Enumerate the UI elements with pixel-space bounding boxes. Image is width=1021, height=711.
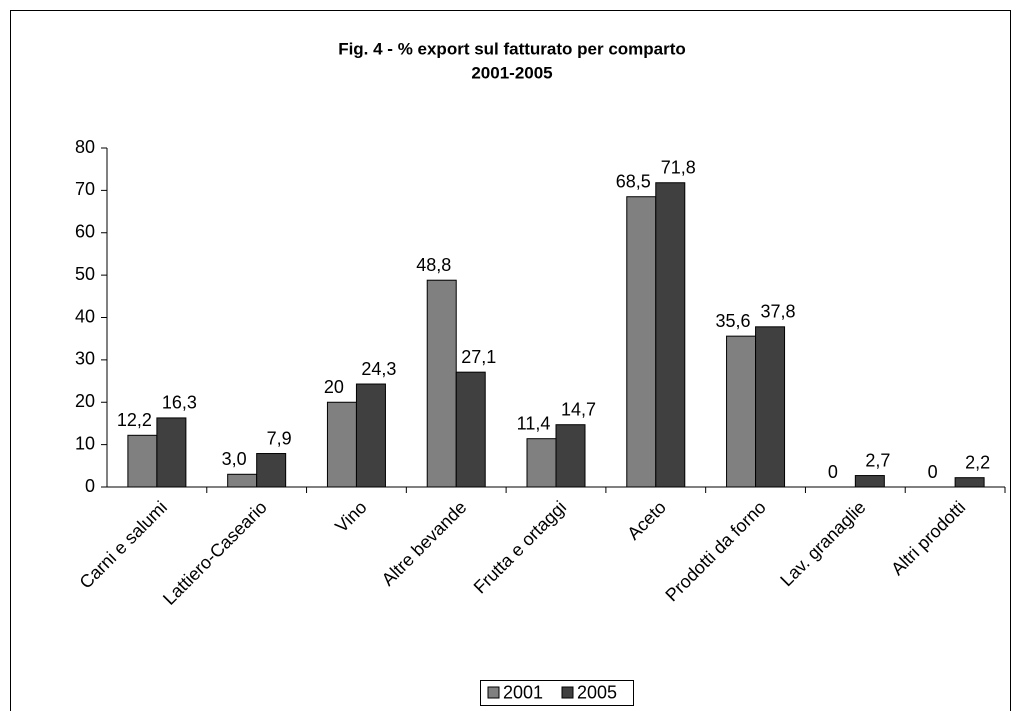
value-label: 37,8 [761,302,796,322]
value-label: 11,4 [517,413,551,433]
value-label: 3,0 [222,449,247,469]
value-label: 71,8 [661,157,696,177]
legend-label: 2001 [503,682,543,702]
value-label: 14,7 [561,399,596,419]
value-label: 24,3 [361,359,396,379]
value-label: 68,5 [616,171,651,191]
bar [426,279,457,488]
x-tick-label: Frutta e ortaggi [470,497,570,597]
y-tick-label: 50 [75,264,95,284]
bar [726,335,757,488]
bar [355,383,386,488]
bar [954,477,985,488]
value-label: 0 [928,462,938,482]
value-label: 48,8 [416,255,451,275]
bar [455,371,486,488]
y-tick-label: 10 [75,433,95,453]
x-tick-label: Lav. granaglie [776,497,869,590]
value-label: 35,6 [716,311,751,331]
value-label: 27,1 [461,347,496,367]
x-tick-label: Aceto [623,497,670,544]
x-tick-label: Altri prodotti [887,497,969,579]
value-label: 16,3 [162,393,197,413]
bar [227,473,258,488]
value-label: 7,9 [267,428,292,448]
chart-frame [10,10,1011,711]
chart-title: Fig. 4 - % export sul fatturato per comp… [338,39,686,58]
y-tick-label: 70 [75,179,95,199]
bar [655,182,686,488]
chart-subtitle: 2001-2005 [471,63,552,82]
bar [526,438,557,488]
y-tick-label: 20 [75,391,95,411]
x-tick-label: Vino [331,497,370,536]
bar [326,401,357,488]
y-tick-label: 30 [75,349,95,369]
bar [626,196,657,488]
bar [755,326,786,488]
value-label: 2,7 [865,450,890,470]
bar [555,424,586,488]
legend-swatch [487,686,500,699]
x-tick-label: Altre bevande [378,497,471,590]
legend-swatch [561,686,574,699]
bar [256,453,287,488]
legend-box [480,680,634,706]
legend-label: 2005 [577,682,617,702]
value-label: 12,2 [117,410,152,430]
y-tick-label: 60 [75,222,95,242]
y-tick-label: 40 [75,306,95,326]
y-tick-label: 0 [85,476,95,496]
x-tick-label: Carni e salumi [76,497,171,592]
x-tick-label: Lattiero-Caseario [159,497,271,609]
value-label: 2,2 [965,452,990,472]
bar [127,434,158,488]
x-tick-label: Prodotti da forno [661,497,769,605]
y-tick-label: 80 [75,137,95,157]
value-label: 0 [828,462,838,482]
bar [854,475,885,488]
bar [156,417,187,488]
value-label: 20 [324,377,344,397]
